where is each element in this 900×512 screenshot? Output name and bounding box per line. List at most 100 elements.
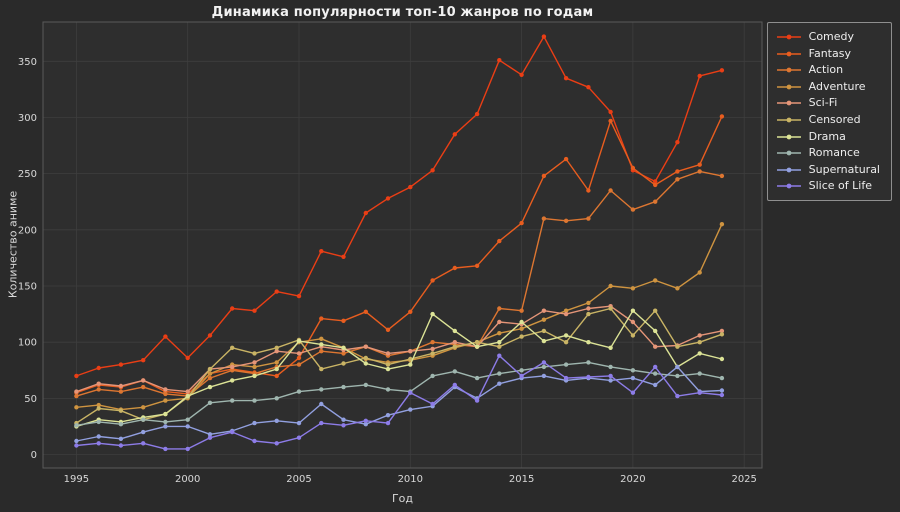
series-marker xyxy=(363,361,368,366)
series-marker xyxy=(207,435,213,440)
series-marker xyxy=(608,109,613,115)
series-marker xyxy=(474,344,480,349)
series-marker xyxy=(474,263,480,268)
series-marker xyxy=(163,424,168,429)
series-marker xyxy=(586,300,591,306)
series-marker xyxy=(653,308,658,313)
series-marker xyxy=(207,400,213,405)
x-tick-label: 2010 xyxy=(398,474,423,485)
legend-item-adventure: Adventure xyxy=(776,80,880,94)
series-marker xyxy=(185,355,190,361)
series-marker xyxy=(185,417,190,422)
legend-item-drama: Drama xyxy=(776,130,880,144)
series-marker xyxy=(274,418,279,423)
series-marker xyxy=(586,311,591,317)
series-marker xyxy=(541,338,547,344)
series-marker xyxy=(630,319,636,325)
series-marker xyxy=(385,362,391,367)
series-marker xyxy=(630,375,636,381)
series-marker xyxy=(541,317,547,322)
series-marker xyxy=(408,349,413,354)
series-marker xyxy=(363,344,368,349)
series-marker xyxy=(563,333,569,338)
legend-label: Fantasy xyxy=(808,46,851,60)
series-marker xyxy=(675,393,680,399)
series-marker xyxy=(653,328,658,334)
x-axis-label: Год xyxy=(391,492,414,505)
series-marker xyxy=(230,378,235,383)
y-tick-label: 300 xyxy=(18,113,37,124)
series-marker xyxy=(96,381,101,386)
series-marker xyxy=(697,169,702,174)
series-marker xyxy=(653,278,658,283)
series-marker xyxy=(230,306,235,311)
series-marker xyxy=(96,434,101,439)
series-marker xyxy=(141,441,146,446)
series-marker xyxy=(719,388,725,393)
series-marker xyxy=(630,308,636,313)
legend-item-romance: Romance xyxy=(776,146,880,160)
series-marker xyxy=(653,364,658,370)
series-marker xyxy=(74,443,79,448)
series-marker xyxy=(675,373,680,379)
series-marker xyxy=(563,218,569,223)
series-marker xyxy=(563,375,569,381)
series-marker xyxy=(697,73,702,79)
series-marker xyxy=(408,407,413,412)
series-marker xyxy=(586,340,591,345)
x-tick-label: 2020 xyxy=(620,474,645,485)
y-tick-label: 250 xyxy=(18,169,37,180)
series-marker xyxy=(474,398,480,403)
series-marker xyxy=(230,364,235,370)
legend-line-sample-icon xyxy=(776,150,801,156)
series-marker xyxy=(385,413,391,418)
series-marker xyxy=(385,351,391,356)
series-marker xyxy=(319,401,324,407)
y-axis-label: Количество аниме xyxy=(6,190,20,299)
series-marker xyxy=(274,349,279,354)
series-marker xyxy=(141,405,146,410)
series-line-action xyxy=(75,170,723,397)
series-marker xyxy=(719,328,725,334)
series-marker xyxy=(541,373,547,379)
series-marker xyxy=(163,446,168,452)
series-marker xyxy=(163,391,168,397)
series-marker xyxy=(452,340,457,345)
series-marker xyxy=(608,364,613,370)
series-marker xyxy=(296,420,302,426)
series-marker xyxy=(74,373,79,379)
series-marker xyxy=(497,319,502,325)
series-marker xyxy=(230,398,235,403)
series-marker xyxy=(274,373,279,379)
series-marker xyxy=(408,362,413,367)
series-marker xyxy=(141,358,146,363)
series-marker xyxy=(408,390,413,395)
series-marker xyxy=(563,156,569,162)
legend: Comedy Fantasy Action Adventure Sci-Fi Censor… xyxy=(766,22,892,202)
series-marker xyxy=(274,345,279,350)
series-marker xyxy=(230,429,235,435)
series-marker xyxy=(141,378,146,383)
series-marker xyxy=(274,366,279,372)
series-line-slice-of-life xyxy=(75,355,723,450)
y-tick-label: 50 xyxy=(24,394,37,405)
series-marker xyxy=(274,360,279,365)
series-marker xyxy=(697,333,702,338)
series-marker xyxy=(630,333,636,338)
series-marker xyxy=(185,393,190,399)
series-marker xyxy=(675,140,680,145)
series-marker xyxy=(319,249,324,254)
series-marker xyxy=(697,351,702,356)
series-marker xyxy=(519,368,524,373)
series-marker xyxy=(96,365,101,371)
series-marker xyxy=(541,360,547,365)
series-marker xyxy=(474,340,480,345)
series-marker xyxy=(430,278,435,283)
y-tick-label: 100 xyxy=(18,338,37,349)
series-marker xyxy=(118,436,124,441)
series-marker xyxy=(519,72,524,78)
series-marker xyxy=(719,375,725,381)
series-marker xyxy=(608,283,613,289)
series-marker xyxy=(296,351,302,356)
series-marker xyxy=(653,182,658,188)
